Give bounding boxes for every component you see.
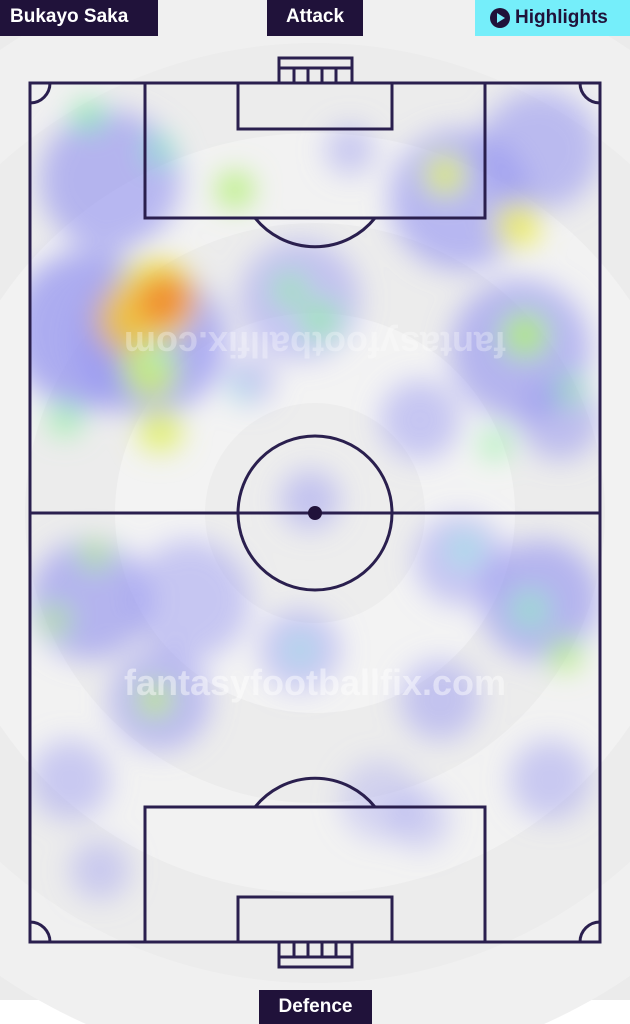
heat-blob (280, 470, 340, 530)
heat-blob (400, 660, 480, 740)
top-goal (277, 56, 354, 85)
heat-blob (425, 155, 465, 195)
heat-blob (325, 125, 375, 175)
play-circle-icon (490, 8, 510, 28)
heat-blob (288, 638, 312, 662)
highlights-button[interactable]: Highlights (475, 0, 630, 36)
heat-blob (549, 639, 581, 671)
player-name-label: Bukayo Saka (0, 0, 158, 36)
heat-blob (556, 376, 584, 404)
top-penalty-arc (253, 217, 377, 249)
heat-blob (503, 313, 547, 357)
heat-blob (40, 110, 180, 250)
heat-blob (130, 540, 250, 660)
heat-blob (143, 343, 167, 367)
heat-blob (74, 101, 102, 129)
heat-blob (520, 380, 600, 460)
heat-blob (41, 606, 69, 634)
heat-blob (496, 203, 540, 247)
watermark: fantasyfootballfix.com (124, 662, 506, 703)
heat-blob (481, 431, 509, 459)
heat-blob (146, 136, 174, 164)
highlights-label: Highlights (515, 7, 608, 28)
centre-circle (236, 434, 394, 592)
heat-blob (380, 380, 460, 460)
heat-blob (70, 840, 130, 900)
heat-blob (138, 408, 182, 452)
bottom-penalty-arc (253, 776, 377, 808)
pitch-lines (28, 56, 602, 969)
centre-spot (308, 506, 322, 520)
heat-blob (139, 684, 171, 716)
heat-blob (230, 380, 250, 400)
heat-blob (49, 404, 81, 436)
heat-blob (30, 740, 110, 820)
heat-blob (451, 536, 479, 564)
heat-blob (480, 90, 600, 210)
heat-blob (217, 172, 253, 208)
heat-blob (302, 302, 338, 338)
corner-arcs (29, 82, 601, 943)
attack-direction-label: Attack (267, 0, 363, 36)
heat-blob (137, 272, 193, 328)
heat-blob (81, 541, 109, 569)
heat-blob (512, 592, 548, 628)
bottom-goal (277, 940, 354, 969)
defence-direction-label: Defence (259, 990, 372, 1024)
heat-blob (390, 790, 450, 850)
heat-blob (510, 740, 590, 820)
watermark-mirrored: fantasyfootballfix.com (124, 324, 506, 365)
heat-blob (275, 275, 305, 305)
